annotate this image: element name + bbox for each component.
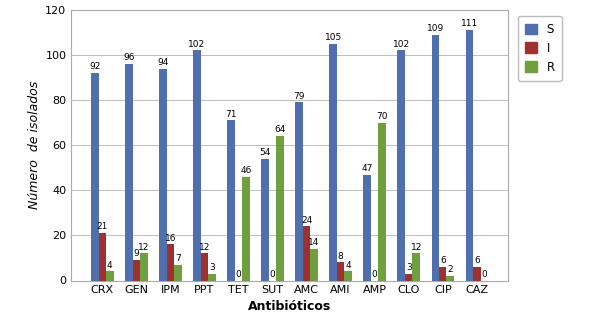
Bar — [405, 274, 412, 280]
Text: 16: 16 — [165, 234, 176, 243]
Text: 14: 14 — [308, 238, 320, 247]
Bar — [397, 50, 405, 280]
Text: 111: 111 — [461, 19, 478, 28]
Text: 102: 102 — [393, 40, 410, 49]
Text: 3: 3 — [406, 263, 412, 272]
Text: 6: 6 — [474, 256, 480, 265]
Text: 8: 8 — [338, 252, 343, 261]
Bar — [310, 249, 318, 280]
Text: 0: 0 — [236, 270, 241, 279]
Bar — [132, 260, 140, 280]
Bar — [201, 253, 208, 280]
Bar — [140, 253, 148, 280]
Bar — [193, 50, 201, 280]
Bar — [447, 276, 454, 280]
Text: 92: 92 — [89, 62, 100, 71]
Text: 46: 46 — [241, 166, 252, 175]
Y-axis label: Número  de isolados: Número de isolados — [28, 81, 41, 209]
Bar — [473, 267, 481, 280]
Text: 96: 96 — [123, 53, 135, 62]
Text: 2: 2 — [447, 265, 453, 274]
Bar — [174, 265, 182, 280]
Bar — [106, 272, 113, 280]
Text: 0: 0 — [270, 270, 276, 279]
Text: 7: 7 — [175, 254, 181, 263]
Bar — [345, 272, 352, 280]
Text: 71: 71 — [225, 110, 237, 118]
Text: 9: 9 — [134, 249, 139, 258]
Text: 47: 47 — [362, 164, 373, 173]
Bar — [439, 267, 447, 280]
Bar — [364, 175, 371, 280]
Bar — [125, 64, 132, 280]
Text: 3: 3 — [209, 263, 215, 272]
Text: 54: 54 — [260, 148, 271, 157]
Bar — [228, 120, 235, 280]
Text: 105: 105 — [324, 33, 342, 42]
Text: 12: 12 — [199, 243, 210, 252]
Bar — [261, 159, 269, 280]
Bar — [378, 123, 386, 280]
Bar — [208, 274, 216, 280]
Text: 24: 24 — [301, 215, 312, 225]
Bar — [91, 73, 99, 280]
Text: 94: 94 — [157, 58, 169, 67]
Bar — [242, 177, 249, 280]
Bar — [159, 69, 167, 280]
Bar — [99, 233, 106, 280]
Bar — [303, 226, 310, 280]
Text: 4: 4 — [345, 261, 351, 270]
Text: 0: 0 — [372, 270, 378, 279]
Text: 70: 70 — [377, 112, 388, 121]
Bar — [330, 44, 337, 280]
Bar — [466, 30, 473, 280]
Bar — [167, 245, 174, 280]
Text: 79: 79 — [293, 91, 305, 101]
Bar — [412, 253, 420, 280]
Text: 4: 4 — [107, 261, 113, 270]
Bar — [276, 136, 284, 280]
Text: 6: 6 — [440, 256, 446, 265]
Bar — [295, 102, 303, 280]
Text: 12: 12 — [410, 243, 422, 252]
Text: 12: 12 — [138, 243, 150, 252]
Bar — [431, 35, 439, 280]
Text: 0: 0 — [481, 270, 487, 279]
Text: 109: 109 — [426, 24, 444, 33]
Legend: S, I, R: S, I, R — [518, 16, 562, 81]
Text: 21: 21 — [97, 222, 108, 231]
Text: 102: 102 — [188, 40, 206, 49]
X-axis label: Antibióticos: Antibióticos — [248, 300, 331, 313]
Bar — [337, 262, 345, 280]
Text: 64: 64 — [274, 125, 286, 134]
